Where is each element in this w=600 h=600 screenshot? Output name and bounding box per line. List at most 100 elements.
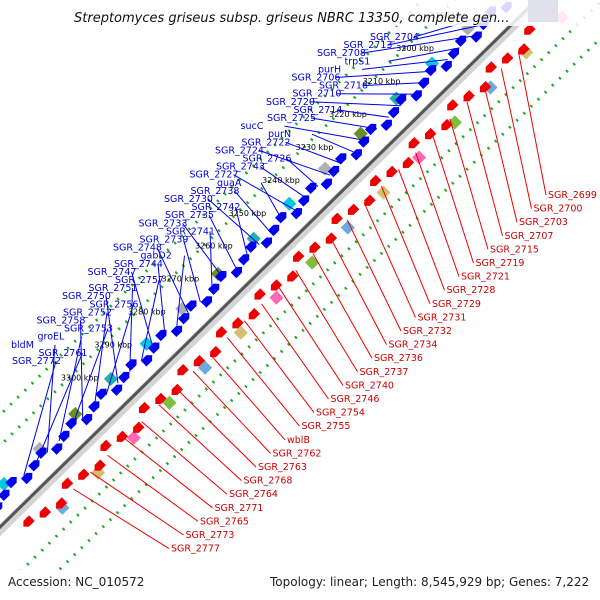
reverse-gene-label[interactable]: SGR_2736 bbox=[374, 353, 423, 364]
forward-gene-label[interactable]: SGR_2714 bbox=[294, 105, 343, 116]
forward-gene-label[interactable]: purN bbox=[268, 129, 291, 140]
reverse-gene-label[interactable]: SGR_2734 bbox=[389, 340, 438, 351]
forward-gene-label[interactable]: SGR_2757 bbox=[115, 275, 164, 286]
forward-gene-label[interactable]: SGR_2748 bbox=[113, 243, 162, 254]
feature-block bbox=[269, 290, 284, 305]
track-dotted-line bbox=[0, 0, 457, 448]
forward-gene-arrow bbox=[28, 460, 40, 472]
forward-gene-label[interactable]: SGR_2761 bbox=[39, 348, 88, 359]
reverse-gene-label[interactable]: SGR_2732 bbox=[403, 326, 452, 337]
forward-gene-label[interactable]: SGR_2739 bbox=[140, 235, 189, 246]
forward-gene-arrow bbox=[200, 296, 213, 308]
forward-gene-label[interactable]: SGR_2706 bbox=[292, 73, 341, 84]
forward-gene-label[interactable]: SGR_2735 bbox=[165, 210, 214, 221]
reverse-label-leader bbox=[398, 169, 445, 291]
forward-gene-label[interactable]: SGR_2758 bbox=[37, 316, 86, 327]
reverse-gene-arrow bbox=[424, 127, 437, 140]
forward-gene-label[interactable]: SGR_2708 bbox=[317, 48, 366, 59]
reverse-gene-label[interactable]: SGR_2703 bbox=[519, 217, 568, 228]
forward-gene-label[interactable]: purH bbox=[318, 64, 341, 75]
forward-gene-label[interactable]: SGR_2747 bbox=[88, 267, 137, 278]
forward-gene-label[interactable]: bldM bbox=[11, 340, 34, 351]
reverse-gene-label[interactable]: SGR_2700 bbox=[534, 204, 583, 215]
reverse-gene-label[interactable]: SGR_2771 bbox=[215, 503, 264, 514]
footer-backdrop bbox=[0, 570, 600, 600]
forward-gene-label[interactable]: groEL bbox=[38, 332, 66, 343]
reverse-gene-label[interactable]: SGR_2768 bbox=[244, 476, 293, 487]
forward-gene-label[interactable]: SGR_2744 bbox=[114, 259, 163, 270]
forward-gene-label[interactable]: SGR_2772 bbox=[12, 356, 61, 367]
reverse-gene-label[interactable]: SGR_2746 bbox=[331, 394, 380, 405]
reverse-gene-label[interactable]: SGR_2764 bbox=[229, 489, 278, 500]
reverse-gene-label[interactable]: SGR_2715 bbox=[490, 244, 539, 255]
forward-gene-label[interactable]: SGR_2741 bbox=[166, 226, 215, 237]
reverse-gene-label[interactable]: SGR_2729 bbox=[432, 299, 481, 310]
reverse-gene-label[interactable]: SGR_2721 bbox=[461, 272, 510, 283]
reverse-gene-arrow bbox=[518, 43, 530, 55]
forward-gene-label[interactable]: SGR_2738 bbox=[191, 186, 240, 197]
reverse-gene-label[interactable]: SGR_2763 bbox=[258, 462, 307, 473]
reverse-gene-label[interactable]: SGR_2755 bbox=[302, 421, 351, 432]
forward-gene-label[interactable]: SGR_2730 bbox=[164, 194, 213, 205]
forward-gene-label[interactable]: trpS1 bbox=[345, 56, 371, 67]
forward-gene-arrow bbox=[357, 136, 370, 148]
reverse-gene-arrow bbox=[215, 326, 228, 338]
forward-gene-label[interactable]: SGR_2753 bbox=[64, 324, 113, 335]
reverse-gene-arrow bbox=[94, 459, 106, 471]
reverse-label-leader bbox=[312, 253, 373, 359]
reverse-gene-label[interactable]: SGR_2777 bbox=[171, 544, 220, 555]
reverse-gene-label[interactable]: SGR_2719 bbox=[476, 258, 525, 269]
forward-gene-label[interactable]: SGR_2710 bbox=[293, 89, 342, 100]
reverse-gene-label[interactable]: SGR_2728 bbox=[447, 285, 496, 296]
forward-gene-arrow bbox=[35, 447, 47, 459]
forward-gene-label[interactable]: gabD2 bbox=[141, 251, 172, 262]
reverse-gene-arrow bbox=[402, 156, 415, 169]
reverse-label-leader bbox=[346, 219, 402, 332]
forward-gene-label[interactable]: SGR_2742 bbox=[192, 202, 241, 213]
forward-gene-arrow bbox=[170, 325, 183, 338]
forward-gene-label[interactable]: SGR_2750 bbox=[62, 291, 111, 302]
forward-label-leader bbox=[335, 70, 436, 78]
reverse-gene-label[interactable]: SGR_2731 bbox=[418, 312, 467, 323]
forward-label-leader bbox=[46, 344, 56, 453]
reverse-gene-label[interactable]: wblB bbox=[287, 435, 310, 446]
forward-gene-label[interactable]: guaA bbox=[217, 178, 242, 189]
forward-gene-label[interactable]: sucC bbox=[241, 121, 264, 132]
reverse-gene-label[interactable]: SGR_2762 bbox=[273, 448, 322, 459]
forward-gene-label[interactable]: SGR_2743 bbox=[216, 162, 265, 173]
forward-gene-label[interactable]: SGR_2722 bbox=[242, 137, 291, 148]
forward-label-leader bbox=[361, 58, 448, 70]
forward-gene-label[interactable]: SGR_2727 bbox=[190, 170, 239, 181]
reverse-gene-label[interactable]: SGR_2754 bbox=[316, 408, 365, 419]
forward-gene-label[interactable]: SGR_2725 bbox=[267, 113, 316, 124]
forward-gene-arrow bbox=[334, 153, 347, 165]
forward-label-leader bbox=[337, 109, 389, 118]
forward-label-leader bbox=[93, 312, 108, 407]
forward-gene-label[interactable]: SGR_2716 bbox=[319, 81, 368, 92]
forward-gene-label[interactable]: SGR_2713 bbox=[344, 40, 393, 51]
reverse-gene-arrow bbox=[39, 506, 52, 518]
reverse-gene-label[interactable]: SGR_2740 bbox=[345, 380, 394, 391]
genome-title: Streptomyces griseus subsp. griseus NBRC… bbox=[74, 11, 509, 26]
forward-label-leader bbox=[157, 263, 166, 337]
forward-gene-label[interactable]: SGR_2752 bbox=[63, 307, 112, 318]
forward-gene-label[interactable]: SGR_2704 bbox=[370, 32, 419, 43]
forward-gene-arrow bbox=[125, 359, 137, 371]
forward-gene-label[interactable]: SGR_2726 bbox=[243, 154, 292, 165]
reverse-gene-label[interactable]: SGR_2699 bbox=[548, 190, 597, 201]
forward-gene-label[interactable]: SGR_2756 bbox=[90, 299, 139, 310]
forward-label-leader bbox=[105, 296, 119, 384]
reverse-gene-label[interactable]: SGR_2765 bbox=[200, 516, 249, 527]
forward-gene-label[interactable]: SGR_2751 bbox=[89, 283, 138, 294]
forward-gene-label[interactable]: SGR_2724 bbox=[215, 145, 264, 156]
forward-gene-label[interactable]: SGR_2733 bbox=[139, 218, 188, 229]
kbp-tick-label: 3290 kbp bbox=[94, 341, 132, 350]
reverse-gene-label[interactable]: SGR_2737 bbox=[360, 367, 409, 378]
reverse-gene-label[interactable]: SGR_2773 bbox=[186, 530, 235, 541]
reverse-gene-label[interactable]: SGR_2707 bbox=[505, 231, 554, 242]
feature-block bbox=[68, 406, 83, 421]
kbp-tick-label: 3230 kbp bbox=[296, 143, 334, 152]
forward-gene-label[interactable]: SGR_2720 bbox=[266, 97, 315, 108]
